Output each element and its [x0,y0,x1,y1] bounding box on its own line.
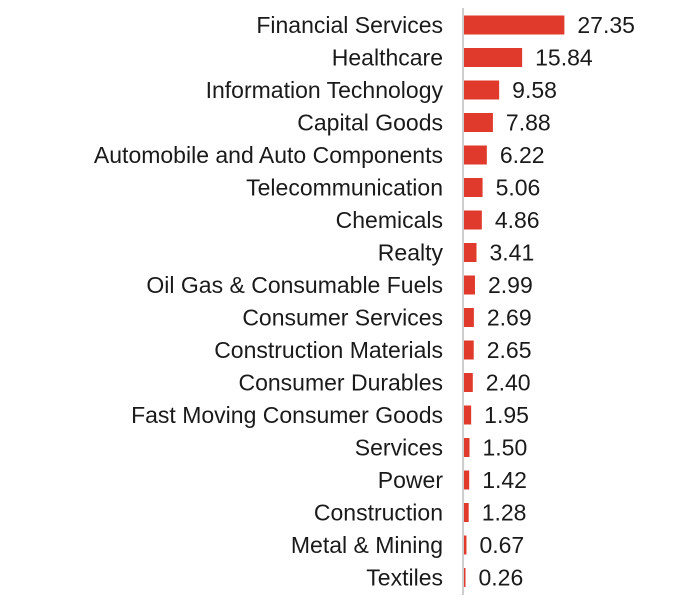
bar [464,470,470,490]
value-label: 5.06 [496,175,541,201]
bar [464,308,474,327]
category-label: Healthcare [332,45,443,71]
value-label: 4.86 [495,207,540,233]
bar [464,340,474,360]
category-label: Power [378,467,444,493]
bar [464,405,472,425]
category-label: Information Technology [206,77,444,103]
value-label: 0.26 [479,565,524,591]
category-label: Textiles [366,565,443,591]
category-label: Consumer Services [242,305,443,331]
value-label: 2.65 [487,337,532,363]
value-labels-layer: 27.35 15.84 9.58 7.88 6.22 5.06 4.86 3.41 2.99 2.… [479,12,635,591]
category-label: Consumer Durables [238,370,443,396]
value-label: 2.69 [487,305,532,331]
value-label: 9.58 [512,77,557,103]
bar [464,15,565,35]
bar [464,503,469,522]
bar [464,243,477,262]
value-label: 7.88 [506,110,551,136]
category-label: Construction Materials [214,337,443,363]
category-label: Services [355,435,443,461]
value-label: 0.67 [479,532,524,558]
value-label: 2.40 [486,370,531,396]
bar [464,210,482,230]
category-label: Metal & Mining [291,532,443,558]
category-label: Oil Gas & Consumable Fuels [146,272,443,298]
value-label: 27.35 [577,12,635,38]
category-label: Chemicals [336,207,443,233]
category-label: Financial Services [256,12,443,38]
value-label: 1.28 [482,500,527,526]
bar [464,275,475,295]
value-label: 1.95 [484,402,529,428]
category-label: Telecommunication [246,175,443,201]
category-labels-layer: Financial Services Healthcare Information … [94,12,444,591]
bar [464,568,466,587]
value-label: 15.84 [535,45,593,71]
category-label: Capital Goods [297,110,443,136]
bars-layer [464,15,565,587]
value-label: 1.50 [483,435,528,461]
bar [464,535,467,555]
category-label: Automobile and Auto Components [94,142,443,168]
bar [464,178,483,197]
value-label: 1.42 [482,467,527,493]
bar [464,80,500,100]
value-label: 6.22 [500,142,545,168]
bar [464,373,473,392]
category-label: Fast Moving Consumer Goods [131,402,443,428]
bar [464,113,493,132]
category-label: Construction [314,500,443,526]
category-label: Realty [378,240,444,266]
bar [464,48,523,67]
value-label: 3.41 [490,240,535,266]
bar [464,145,487,165]
bar [464,438,470,457]
value-label: 2.99 [488,272,533,298]
